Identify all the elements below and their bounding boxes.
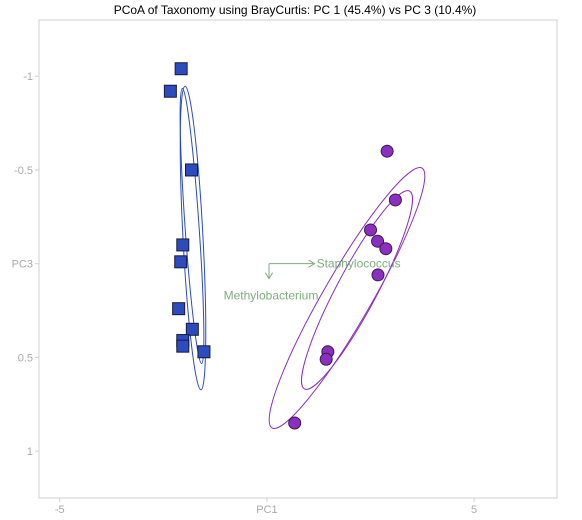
x-tick-label: 5: [471, 504, 477, 516]
data-points: [163, 62, 402, 430]
data-point-square: [174, 255, 188, 269]
data-point-circle: [288, 416, 302, 430]
y-axis: -1 -0.5 PC3 0.5 1: [12, 71, 39, 458]
data-point-square: [197, 345, 211, 359]
biplot-arrows: Staphylococcus Methylobacterium: [224, 257, 401, 303]
biplot-label: Staphylococcus: [317, 257, 401, 271]
group-ellipse: [301, 190, 413, 390]
y-tick-label: 1: [27, 446, 33, 458]
x-tick-label: PC1: [256, 504, 277, 516]
data-point-circle: [319, 352, 333, 366]
data-point-square: [185, 322, 199, 336]
x-tick-label: -5: [55, 504, 65, 516]
data-point-square: [172, 302, 186, 316]
confidence-ellipses: [179, 85, 426, 429]
data-point-circle: [388, 193, 402, 207]
biplot-arrowhead: [308, 259, 316, 268]
data-point-square: [163, 84, 177, 98]
y-tick-label: -1: [23, 71, 33, 83]
biplot-arrowhead: [264, 272, 274, 280]
data-point-circle: [364, 223, 378, 237]
y-tick-label: PC3: [12, 259, 33, 271]
data-point-circle: [371, 268, 385, 282]
data-point-square: [184, 163, 198, 177]
plot-area: [38, 19, 558, 499]
y-tick-label: -0.5: [14, 165, 33, 177]
x-axis: -5 PC1 5: [55, 498, 477, 516]
data-point-square: [176, 339, 190, 353]
data-point-circle: [380, 144, 394, 158]
chart-title: PCoA of Taxonomy using BrayCurtis: PC 1 …: [114, 3, 477, 17]
group-ellipse: [268, 167, 426, 429]
data-point-square: [174, 62, 188, 76]
y-tick-label: 0.5: [18, 352, 33, 364]
group-ellipse: [179, 87, 205, 365]
data-point-circle: [379, 242, 393, 256]
biplot-label: Methylobacterium: [224, 289, 319, 303]
data-point-square: [176, 238, 190, 252]
data-point-circle: [371, 234, 385, 248]
